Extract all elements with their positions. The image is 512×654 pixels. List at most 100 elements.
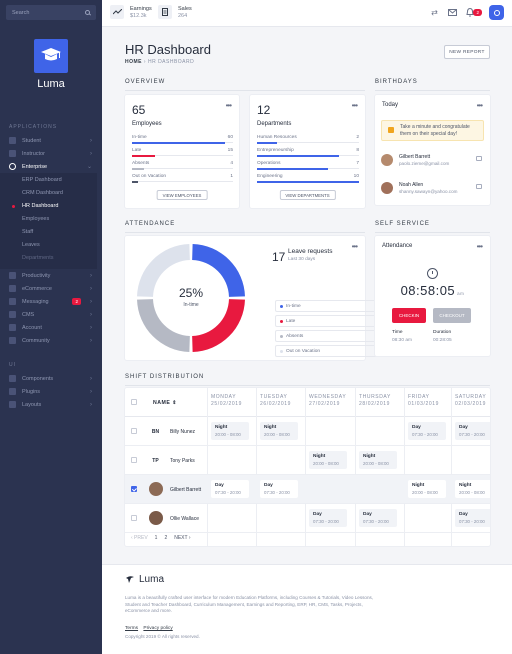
shift-cell[interactable]: Night 20:00 - 08:00 [260, 422, 298, 440]
donut-segment-in-time[interactable] [192, 244, 245, 297]
sidebar-item-account[interactable]: Account › [0, 321, 102, 334]
shift-cell[interactable]: Day 07:30 - 20:00 [211, 480, 249, 498]
page-2-button[interactable]: 2 [164, 535, 168, 541]
shift-hours: 20:00 - 08:00 [459, 490, 485, 495]
shift-cell[interactable]: Day 07:30 - 20:00 [408, 422, 446, 440]
divider [375, 232, 490, 233]
employee-name: Tony Parks [170, 458, 195, 464]
message-icon[interactable] [476, 184, 482, 189]
user-avatar[interactable] [489, 5, 504, 20]
breadcrumb: HOME › HR DASHBOARD [125, 59, 194, 65]
mail-icon[interactable] [447, 8, 457, 18]
next-page-button[interactable]: NEXT › [174, 535, 191, 541]
shift-cell[interactable]: Day 07:30 - 20:00 [260, 480, 298, 498]
chevron-right-icon: › [90, 150, 92, 157]
luma-logo-icon [126, 576, 134, 583]
sidebar-subitem-erp[interactable]: ERP Dashboard [22, 177, 62, 183]
shift-cell[interactable]: Night 20:00 - 08:00 [455, 480, 490, 498]
earnings-stat[interactable]: Earnings $12.3k [110, 5, 152, 19]
more-icon[interactable]: ••• [476, 101, 483, 110]
search-input[interactable]: Search [6, 5, 96, 20]
sidebar-subitem-hr[interactable]: HR Dashboard [0, 200, 97, 213]
breadcrumb-home[interactable]: HOME [125, 59, 142, 65]
donut-segment-absents[interactable] [137, 299, 190, 352]
shift-cell[interactable]: Day 07:30 - 20:00 [455, 422, 490, 440]
legend-item[interactable]: Out on Vacation [275, 345, 378, 357]
stat-value: 4 [230, 161, 233, 166]
terms-link[interactable]: Terms [125, 626, 139, 631]
view-employees-button[interactable]: VIEW EMPLOYEES [156, 190, 208, 200]
shift-cell[interactable]: Night 20:00 - 08:00 [309, 451, 347, 469]
sidebar-item-community[interactable]: Community › [0, 334, 102, 347]
page-1-button[interactable]: 1 [154, 535, 158, 541]
sidebar-item-layouts[interactable]: Layouts › [0, 398, 102, 411]
sidebar-item-components[interactable]: Components › [0, 372, 102, 385]
table-row[interactable]: Gilbert Barrett Day 07:30 - 20:00 Day 07:30 … [125, 475, 490, 504]
select-all-checkbox[interactable] [131, 399, 137, 405]
sidebar-item-student[interactable]: Student › [0, 134, 102, 147]
row-checkbox[interactable] [131, 515, 137, 521]
legend-item[interactable]: Absents [275, 330, 378, 342]
sidebar-item-ecommerce[interactable]: eCommerce › [0, 282, 102, 295]
sidebar-subitem-crm[interactable]: CRM Dashboard [22, 190, 63, 196]
sidebar-subitem-departments[interactable]: Departments [22, 255, 54, 261]
graduation-cap-icon [34, 39, 68, 73]
sidebar-item-messaging[interactable]: Messaging 2 › [0, 295, 102, 308]
privacy-link[interactable]: Privacy policy [143, 626, 173, 631]
section-ui: UI [9, 362, 16, 368]
more-icon[interactable]: ••• [476, 242, 483, 251]
account-icon [9, 324, 16, 331]
name-column-header[interactable]: NAME ⇕ [153, 400, 177, 406]
footer-brand[interactable]: Luma [125, 574, 164, 585]
shift-cell[interactable]: Day 07:30 - 20:00 [359, 509, 397, 527]
shift-cell[interactable]: Night 20:00 - 08:00 [211, 422, 249, 440]
prev-page-button[interactable]: ‹ PREV [131, 535, 148, 541]
shift-cell[interactable]: Day 07:30 - 20:00 [455, 509, 490, 527]
sales-stat[interactable]: Sales 264 [158, 5, 192, 19]
donut-segment-late[interactable] [192, 299, 245, 352]
avatar [149, 482, 163, 496]
shift-cell[interactable]: Night 20:00 - 08:00 [359, 451, 397, 469]
chevron-right-icon: › [90, 298, 92, 305]
table-row[interactable]: TP Tony Parks Night 20:00 - 08:00 Night 20:00… [125, 446, 490, 475]
view-departments-button[interactable]: VIEW DEPARTMENTS [279, 190, 336, 200]
row-checkbox[interactable] [131, 428, 137, 434]
earnings-label: Earnings [130, 5, 152, 12]
table-row[interactable]: Ollie Wallace Day 07:30 - 20:00 Day 07:30 - … [125, 504, 490, 533]
row-checkbox[interactable] [131, 457, 137, 463]
sidebar-item-enterprise[interactable]: Enterprise ⌄ [0, 160, 102, 173]
birthday-person[interactable]: Noah Allen shanny.sawayn@yahoo.com [381, 181, 484, 199]
checkin-button[interactable]: CHECKIN [392, 308, 426, 323]
more-icon[interactable]: ••• [225, 101, 232, 110]
departments-count: 12 [257, 103, 271, 117]
legend-dot [280, 334, 283, 338]
message-icon[interactable] [476, 156, 482, 161]
sidebar-item-productivity[interactable]: Productivity › [0, 269, 102, 282]
new-report-button[interactable]: NEW REPORT [444, 45, 490, 59]
row-checkbox[interactable] [131, 486, 137, 492]
search-icon[interactable] [85, 10, 90, 15]
table-row[interactable]: BN Billy Nunez Night 20:00 - 08:00 Night 20:0… [125, 417, 490, 446]
sidebar-item-plugins[interactable]: Plugins › [0, 385, 102, 398]
sidebar-subitem-employees[interactable]: Employees [22, 216, 50, 222]
page-title: HR Dashboard [125, 42, 211, 57]
shift-cell[interactable]: Day 07:30 - 20:00 [309, 509, 347, 527]
checkout-button[interactable]: CHECKOUT [433, 308, 471, 323]
birthday-person[interactable]: Gilbert Barrett paolo.zieme@gmail.com [381, 153, 484, 171]
more-icon[interactable]: ••• [351, 101, 358, 110]
legend-item[interactable]: Late [275, 315, 378, 327]
donut-segment-out-on-vacation[interactable] [137, 244, 190, 297]
stat-value: 10 [353, 174, 359, 179]
more-icon[interactable]: ••• [351, 242, 358, 251]
day-date: 25/02/2019 [211, 400, 243, 407]
sidebar-subitem-leaves[interactable]: Leaves [22, 242, 40, 248]
bell-icon[interactable] [465, 8, 475, 18]
sidebar-subitem-staff[interactable]: Staff [22, 229, 34, 235]
swap-icon[interactable]: ⇄ [431, 8, 438, 17]
sidebar-item-instructor[interactable]: Instructor › [0, 147, 102, 160]
progress-fill [257, 180, 359, 183]
shift-cell[interactable]: Night 20:00 - 08:00 [408, 480, 446, 498]
brand[interactable]: Luma [0, 25, 102, 121]
legend-item[interactable]: In-time [275, 300, 378, 312]
sidebar-item-cms[interactable]: CMS › [0, 308, 102, 321]
